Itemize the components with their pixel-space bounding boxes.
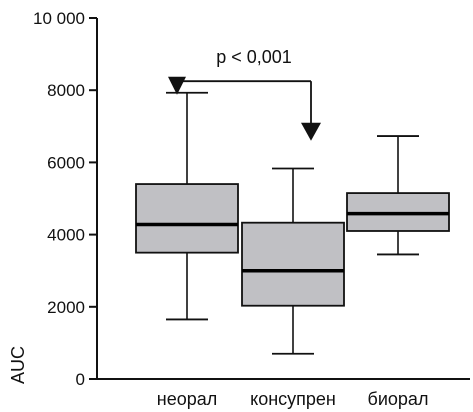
iqr-box-2 [241, 221, 345, 307]
x-category-label-2: консупрен [250, 389, 336, 409]
box-group-3 [346, 135, 450, 256]
iqr-box-1 [135, 183, 239, 254]
boxes [135, 91, 450, 355]
axes: 0 2000 4000 6000 8000 10 000 неорал консупрен би… [33, 9, 470, 409]
y-tick-label-0: 0 [76, 370, 85, 389]
arrowhead-left [168, 76, 186, 95]
box-group-2 [241, 167, 345, 355]
y-tick-label-2000: 2000 [47, 298, 85, 317]
y-tick-label-10000: 10 000 [33, 9, 85, 28]
x-category-label-1: неорал [157, 389, 218, 409]
y-tick-label-6000: 6000 [47, 153, 85, 172]
y-tick-label-8000: 8000 [47, 81, 85, 100]
y-axis-label: AUC [8, 346, 28, 384]
box-group-1 [135, 91, 239, 321]
arrowhead-right [301, 122, 321, 141]
annotation: p < 0,001 [168, 47, 321, 141]
x-category-label-3: биорал [368, 389, 429, 409]
p-value-annotation: p < 0,001 [216, 47, 292, 67]
y-tick-label-4000: 4000 [47, 226, 85, 245]
